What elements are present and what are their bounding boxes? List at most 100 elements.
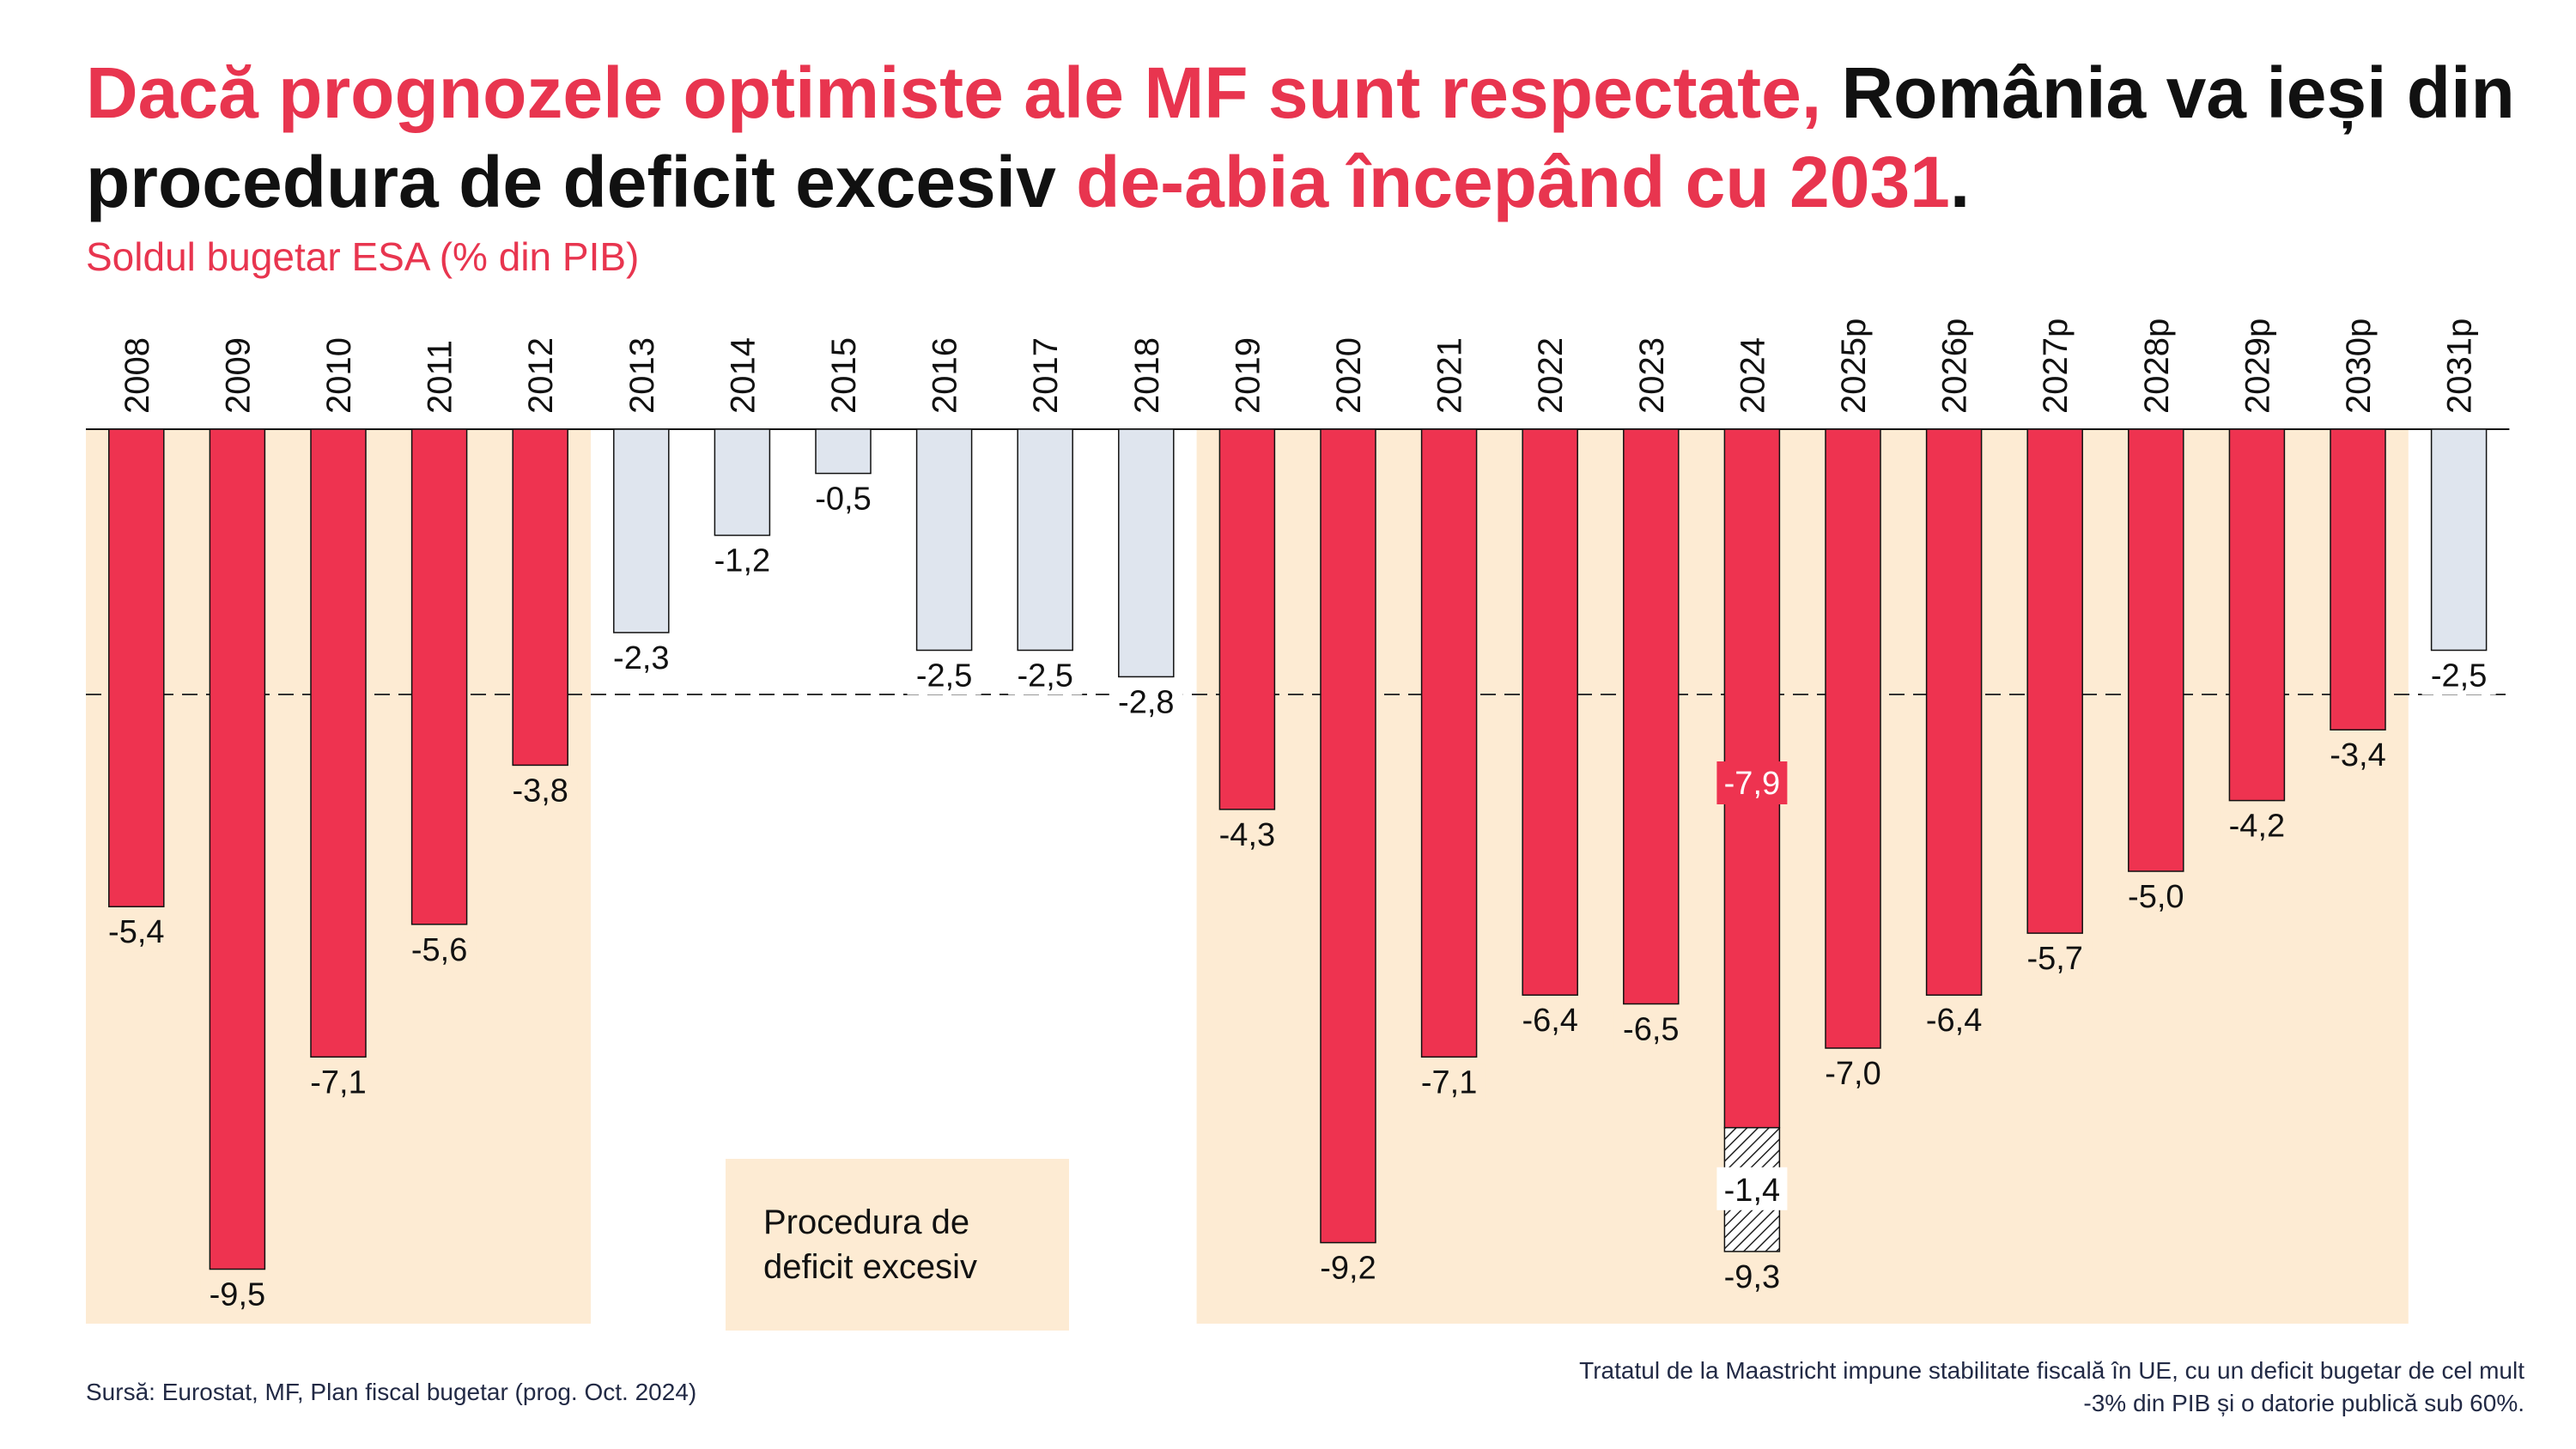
x-tick-label: 2028p xyxy=(2138,318,2176,414)
data-label: -2,5 xyxy=(2431,658,2487,694)
data-label: -6,4 xyxy=(1522,1003,1577,1039)
data-label-bg xyxy=(200,1276,275,1314)
x-tick-label: 2024 xyxy=(1734,337,1771,414)
maastricht-note: Tratatul de la Maastricht impune stabili… xyxy=(1236,1355,2524,1420)
title-plain-1: România va ieși din procedura de deficit… xyxy=(86,52,2515,222)
data-label: -7,1 xyxy=(1421,1064,1477,1100)
data-label-bg xyxy=(2118,878,2193,916)
bar xyxy=(1623,428,1680,1005)
bar xyxy=(1118,428,1175,678)
legend-label: Procedura de deficit excesiv xyxy=(763,1200,977,1289)
data-label-bg xyxy=(806,480,880,518)
data-label: -5,6 xyxy=(411,932,467,968)
data-label-bg xyxy=(2321,737,2395,775)
legend-label-line1: Procedura de xyxy=(763,1203,970,1241)
bar xyxy=(915,428,973,652)
chart-title: Dacă prognozele optimiste ale MF sunt re… xyxy=(86,48,2542,227)
data-label: -3,8 xyxy=(512,773,568,809)
x-tick-label: 2010 xyxy=(320,337,358,414)
extra-segment-label: -1,4 xyxy=(1724,1173,1780,1209)
data-label: -9,5 xyxy=(210,1277,265,1313)
data-label-bg xyxy=(1210,815,1285,854)
data-label: -2,3 xyxy=(613,640,669,676)
data-label: -3,4 xyxy=(2330,737,2385,773)
x-tick-label: 2009 xyxy=(219,337,257,414)
data-label: -2,5 xyxy=(916,658,972,694)
x-tick-label: 2022 xyxy=(1532,337,1570,414)
data-label: -7,1 xyxy=(310,1064,366,1100)
bar xyxy=(512,428,568,767)
x-tick-label: 2023 xyxy=(1633,337,1671,414)
data-label: -5,7 xyxy=(2026,941,2082,977)
data-label-bg xyxy=(705,542,780,580)
bar xyxy=(1522,428,1578,996)
bar xyxy=(714,428,771,537)
bar xyxy=(815,428,872,475)
data-label: -7,0 xyxy=(1825,1056,1880,1092)
bar xyxy=(2026,428,2083,934)
bar xyxy=(1420,428,1478,1058)
data-label: -0,5 xyxy=(815,482,871,518)
data-label-bg xyxy=(2018,940,2093,979)
data-label: -1,2 xyxy=(714,543,770,579)
labels-layer: 2008 -5,4 2009 -9,5 2010 -7,1 2011 -5,6 2012 -3,8… xyxy=(99,318,2496,1314)
legend-box: Procedura de deficit excesiv xyxy=(726,1159,1069,1331)
x-tick-label: 2025p xyxy=(1835,318,1873,414)
x-tick-label: 2019 xyxy=(1229,337,1267,414)
data-label: -4,2 xyxy=(2229,809,2285,845)
bar xyxy=(1218,428,1276,810)
bars-layer xyxy=(108,428,2488,1270)
data-label: -9,2 xyxy=(1320,1251,1376,1287)
x-tick-label: 2020 xyxy=(1330,337,1368,414)
data-label-bg xyxy=(1917,1002,1991,1040)
x-tick-label: 2021 xyxy=(1431,337,1469,414)
x-tick-label: 2015 xyxy=(825,337,863,414)
data-label-box xyxy=(1716,761,1788,804)
x-tick-label: 2013 xyxy=(623,337,661,414)
data-label: -6,5 xyxy=(1623,1012,1679,1048)
data-label-bg xyxy=(1513,1002,1588,1040)
chart-subtitle: Soldul bugetar ESA (% din PIB) xyxy=(86,234,640,279)
extra-label-box xyxy=(1716,1167,1788,1210)
title-plain-2: . xyxy=(1949,142,1971,222)
bar xyxy=(410,428,468,925)
x-tick-label: 2031p xyxy=(2441,318,2479,414)
data-label-bg xyxy=(2421,657,2496,695)
data-label: -7,9 xyxy=(1724,766,1780,802)
reference-line-layer xyxy=(86,428,2510,695)
x-tick-label: 2011 xyxy=(422,340,459,414)
x-tick-label: 2029p xyxy=(2239,318,2276,414)
bar xyxy=(2330,428,2386,731)
data-label-bg xyxy=(1008,657,1083,695)
x-tick-label: 2012 xyxy=(522,337,560,414)
data-label-bg xyxy=(1412,1064,1486,1102)
title-highlight-1: Dacă prognozele optimiste ale MF sunt re… xyxy=(86,52,1822,133)
data-label-bg xyxy=(402,931,477,969)
x-tick-label: 2016 xyxy=(927,337,964,414)
bar xyxy=(2128,428,2184,872)
data-label: -5,4 xyxy=(108,914,164,950)
bar xyxy=(613,428,670,634)
bar xyxy=(310,428,367,1058)
data-label-bg xyxy=(301,1064,375,1102)
bar xyxy=(2430,428,2488,652)
data-label-bg xyxy=(2220,807,2294,846)
data-label-bg xyxy=(503,772,578,810)
data-label-bg xyxy=(99,913,173,952)
maastricht-note-line1: Tratatul de la Maastricht impune stabili… xyxy=(1579,1357,2524,1384)
data-label: -6,4 xyxy=(1926,1003,1982,1039)
bar xyxy=(2228,428,2286,802)
data-label-bg xyxy=(1816,1055,1890,1093)
x-tick-label: 2027p xyxy=(2037,318,2075,414)
data-label: -5,0 xyxy=(2128,879,2184,915)
bar xyxy=(1825,428,1881,1049)
source-note: Sursă: Eurostat, MF, Plan fiscal bugetar… xyxy=(86,1379,697,1405)
data-label-bg xyxy=(1109,683,1183,722)
title-highlight-2: de-abia începând cu 2031 xyxy=(1076,142,1950,222)
legend-label-line2: deficit excesiv xyxy=(763,1248,977,1286)
bar xyxy=(1320,428,1376,1244)
data-label: -2,5 xyxy=(1017,658,1072,694)
bar xyxy=(209,428,266,1270)
maastricht-note-line2: -3% din PIB și o datorie publică sub 60%… xyxy=(2083,1390,2524,1416)
